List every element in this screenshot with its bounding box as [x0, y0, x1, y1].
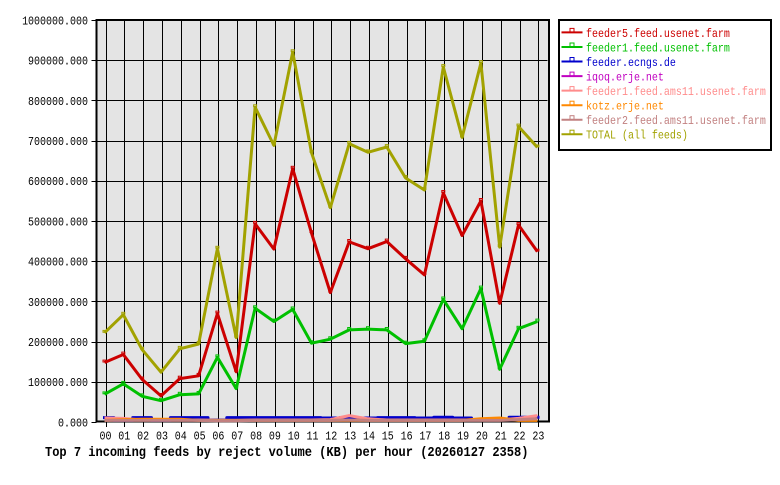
- svg-text:05: 05: [194, 431, 206, 444]
- svg-text:15: 15: [382, 431, 394, 444]
- svg-text:07: 07: [231, 431, 243, 444]
- svg-text:TOTAL (all feeds): TOTAL (all feeds): [586, 130, 688, 143]
- svg-text:1000000.000: 1000000.000: [22, 16, 88, 29]
- svg-text:800000.000: 800000.000: [28, 96, 88, 109]
- svg-text:Top 7 incoming feeds by reject: Top 7 incoming feeds by reject volume (K…: [45, 444, 528, 460]
- svg-text:17: 17: [419, 431, 431, 444]
- svg-text:03: 03: [156, 431, 168, 444]
- svg-text:04: 04: [175, 431, 187, 444]
- svg-text:300000.000: 300000.000: [28, 297, 88, 310]
- svg-text:18: 18: [438, 431, 450, 444]
- svg-text:23: 23: [532, 431, 544, 444]
- svg-text:14: 14: [363, 431, 375, 444]
- svg-text:200000.000: 200000.000: [28, 337, 88, 350]
- svg-text:01: 01: [118, 431, 130, 444]
- svg-text:08: 08: [250, 431, 262, 444]
- svg-text:11: 11: [307, 431, 319, 444]
- svg-text:19: 19: [457, 431, 469, 444]
- svg-text:600000.000: 600000.000: [28, 176, 88, 189]
- svg-text:feeder1.feed.ams11.usenet.farm: feeder1.feed.ams11.usenet.farm: [586, 86, 766, 99]
- svg-text:16: 16: [401, 431, 413, 444]
- svg-text:400000.000: 400000.000: [28, 257, 88, 270]
- svg-text:feeder2.feed.ams11.usenet.farm: feeder2.feed.ams11.usenet.farm: [586, 115, 766, 128]
- svg-text:12: 12: [325, 431, 337, 444]
- svg-text:06: 06: [212, 431, 224, 444]
- svg-text:10: 10: [288, 431, 300, 444]
- svg-text:22: 22: [514, 431, 526, 444]
- svg-text:09: 09: [269, 431, 281, 444]
- svg-text:02: 02: [137, 431, 149, 444]
- svg-text:21: 21: [495, 431, 507, 444]
- svg-text:0.000: 0.000: [58, 418, 88, 431]
- svg-text:feeder.ecngs.de: feeder.ecngs.de: [586, 57, 676, 70]
- svg-text:20: 20: [476, 431, 488, 444]
- svg-text:13: 13: [344, 431, 356, 444]
- svg-text:700000.000: 700000.000: [28, 136, 88, 149]
- svg-text:kotz.erje.net: kotz.erje.net: [586, 101, 664, 114]
- svg-text:00: 00: [100, 431, 112, 444]
- svg-text:feeder1.feed.usenet.farm: feeder1.feed.usenet.farm: [586, 43, 730, 56]
- svg-text:100000.000: 100000.000: [28, 377, 88, 390]
- svg-text:900000.000: 900000.000: [28, 56, 88, 69]
- svg-text:iqoq.erje.net: iqoq.erje.net: [586, 72, 664, 85]
- svg-text:feeder5.feed.usenet.farm: feeder5.feed.usenet.farm: [586, 28, 730, 41]
- svg-text:500000.000: 500000.000: [28, 217, 88, 230]
